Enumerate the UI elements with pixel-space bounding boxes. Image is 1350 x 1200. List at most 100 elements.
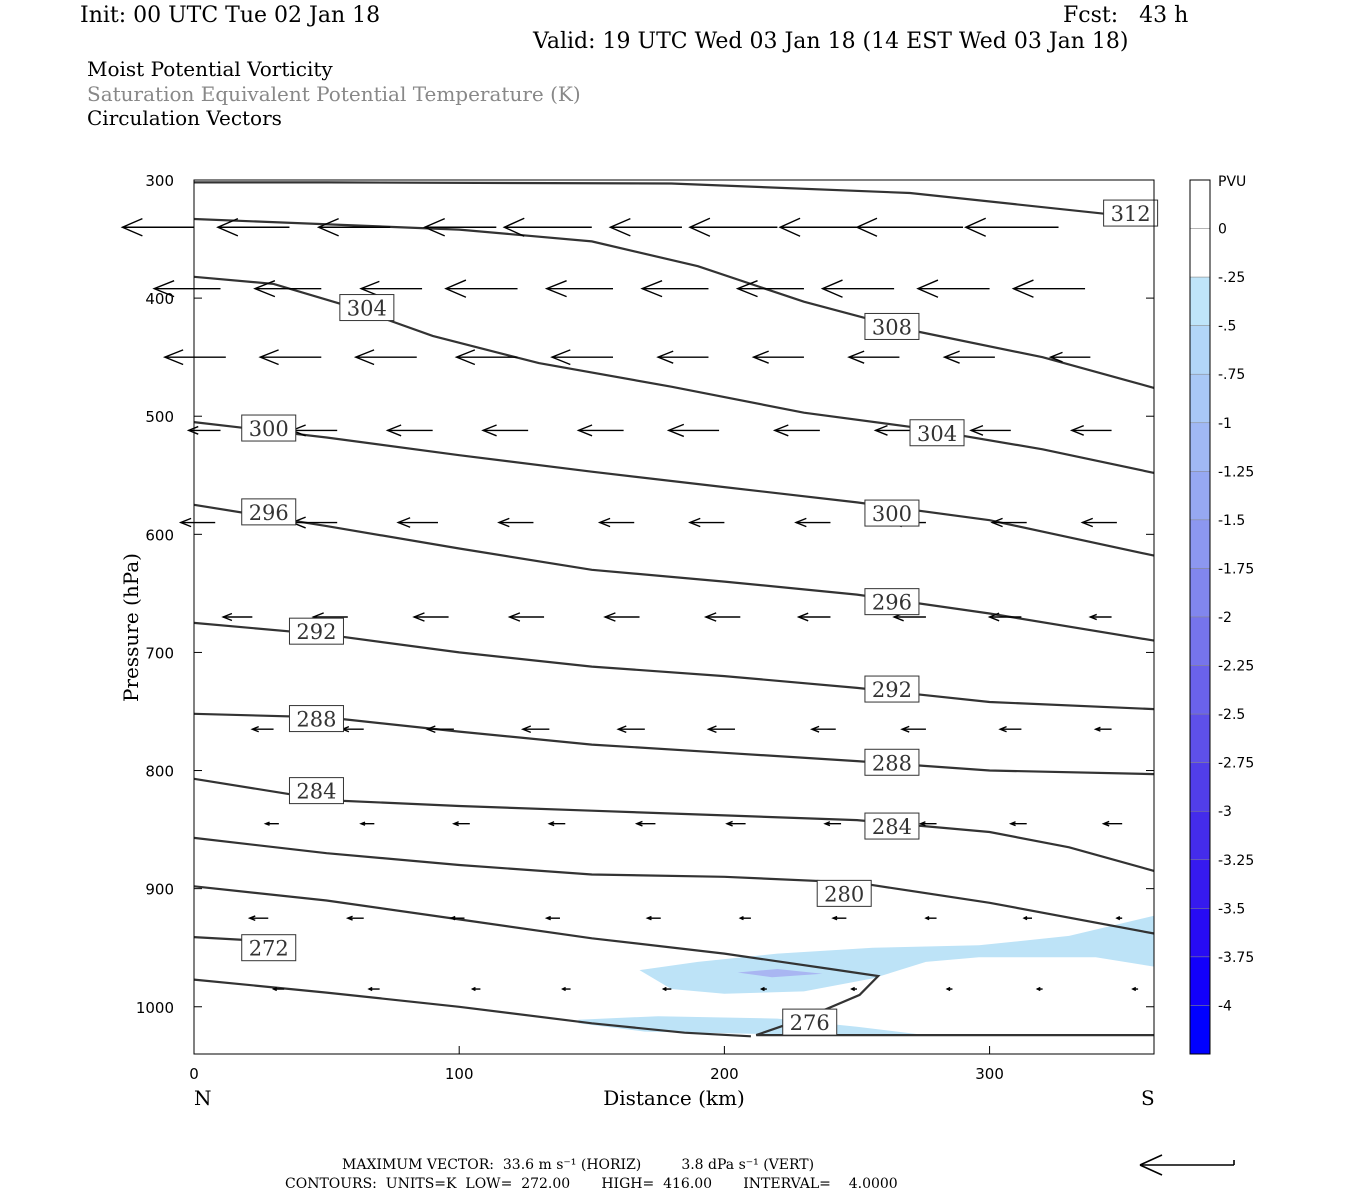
circulation-vector	[855, 217, 964, 237]
colorbar-swatch	[1189, 1005, 1211, 1055]
x-end-south: S	[1141, 1086, 1155, 1110]
circulation-vector	[1048, 351, 1091, 363]
circulation-vector	[520, 725, 550, 734]
colorbar-swatch	[1189, 471, 1211, 521]
svg-text:284: 284	[872, 815, 912, 839]
circulation-vector	[998, 726, 1022, 733]
y-tick-label: 800	[145, 763, 174, 781]
circulation-vector	[645, 915, 661, 921]
theta-contour-296	[193, 503, 1155, 642]
circulation-vector	[969, 424, 1011, 436]
contour-label: 300	[864, 499, 920, 527]
circulation-vector	[1069, 424, 1112, 436]
circulation-vector	[942, 350, 995, 364]
circulation-vector	[772, 424, 820, 437]
circulation-vector	[120, 218, 194, 237]
circulation-vector	[603, 612, 640, 622]
circulation-vector	[1101, 820, 1123, 827]
contour-label: 296	[864, 588, 920, 616]
colorbar-label: -.75	[1218, 367, 1245, 383]
forecast-hour: Fcst: 43 h	[1063, 3, 1189, 28]
y-tick-label: 500	[145, 408, 174, 426]
pv-shade-region	[578, 1016, 926, 1036]
contour-label: 284	[864, 812, 920, 840]
circulation-vector	[385, 424, 433, 437]
circulation-vector	[666, 423, 720, 438]
circulation-vector	[850, 986, 857, 992]
contour-label: 304	[339, 294, 395, 322]
colorbar-label: -2.25	[1218, 659, 1254, 675]
circulation-vector	[316, 218, 391, 237]
colorbar-label: -1	[1218, 416, 1232, 432]
circulation-vector	[1088, 613, 1112, 621]
colorbar-swatch	[1189, 810, 1211, 861]
circulation-vector	[444, 279, 518, 298]
circulation-vector	[1115, 916, 1123, 921]
circulation-vector	[751, 350, 804, 364]
circulation-vector	[847, 350, 900, 364]
circulation-vector	[271, 986, 285, 992]
colorbar-swatch	[1189, 373, 1211, 424]
circulation-vector	[918, 821, 937, 827]
plot-frame	[193, 179, 1155, 1055]
circulation-vector	[608, 218, 682, 237]
colorbar-label: -2	[1218, 610, 1232, 626]
colorbar-label: -3	[1218, 804, 1232, 820]
circulation-vector	[796, 612, 831, 622]
circulation-vector	[688, 517, 725, 528]
circulation-vector	[778, 217, 868, 237]
circulation-vector	[1008, 821, 1027, 827]
circulation-vector	[640, 280, 709, 298]
circulation-vector	[706, 725, 735, 734]
contour-label: 288	[288, 705, 344, 733]
circulation-vector	[703, 612, 741, 622]
contour-label: 300	[241, 414, 297, 442]
contour-info-note: CONTOURS: UNITS=K LOW= 272.00 HIGH= 416.…	[285, 1176, 898, 1192]
y-tick-label: 700	[145, 644, 174, 662]
field-title-theta: Saturation Equivalent Potential Temperat…	[87, 82, 581, 106]
colorbar-frame	[1189, 179, 1211, 1055]
contour-label: 280	[816, 879, 872, 907]
circulation-vector	[688, 217, 778, 237]
pv-shade-region	[737, 969, 823, 978]
circulation-vector	[759, 986, 767, 992]
colorbar-swatch	[1189, 276, 1211, 326]
svg-text:312: 312	[1111, 202, 1151, 226]
colorbar-swatch	[1189, 762, 1211, 812]
contour-label: 292	[864, 675, 920, 703]
circulation-vector	[547, 821, 566, 827]
svg-text:280: 280	[824, 882, 864, 906]
circulation-vector	[396, 517, 438, 528]
contour-label: 292	[288, 617, 344, 645]
colorbar-swatch	[1189, 228, 1211, 278]
y-tick-label: 400	[145, 290, 174, 308]
reference-vector-arrow	[1139, 1154, 1235, 1176]
circulation-vector	[738, 916, 751, 921]
circulation-vector	[502, 217, 592, 237]
svg-text:292: 292	[872, 678, 912, 702]
circulation-vector	[481, 424, 529, 437]
circulation-vector	[1035, 986, 1043, 992]
colorbar-label: -2.5	[1218, 707, 1245, 723]
colorbar-swatch	[1189, 179, 1211, 229]
contour-label: 272	[241, 934, 297, 962]
colorbar-label: -.5	[1218, 319, 1236, 335]
svg-text:300: 300	[249, 417, 289, 441]
circulation-vector	[794, 517, 831, 528]
circulation-vector	[412, 612, 449, 622]
circulation-vector	[661, 986, 672, 992]
svg-text:272: 272	[249, 937, 289, 961]
circulation-vector	[823, 821, 842, 827]
colorbar-swatch	[1189, 422, 1211, 472]
circulation-vector	[247, 915, 269, 922]
circulation-vector	[507, 612, 545, 622]
theta-contour-276	[193, 885, 1154, 1037]
colorbar-swatch	[1189, 665, 1211, 715]
x-tick-label: 100	[445, 1065, 474, 1083]
circulation-vector	[616, 725, 645, 734]
contour-label: 288	[864, 748, 920, 776]
circulation-vector	[497, 517, 534, 528]
circulation-vector	[924, 916, 937, 921]
contour-label: 284	[288, 777, 344, 805]
x-tick-label: 300	[975, 1065, 1004, 1083]
